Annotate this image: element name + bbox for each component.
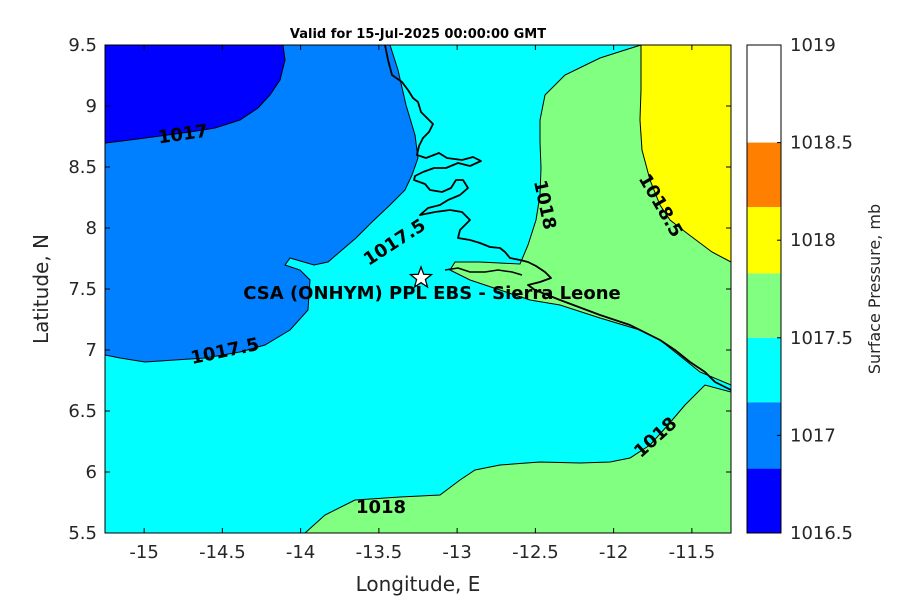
y-tick-label: 5.5	[68, 523, 97, 544]
plot-area	[104, 44, 732, 534]
y-tick-label: 9.5	[68, 35, 97, 56]
x-tick-label: -12	[599, 542, 628, 563]
coastline	[384, 44, 732, 391]
colorbar-tick-label: 1017	[790, 425, 836, 446]
x-tick-label: -15	[129, 542, 158, 563]
colorbar-swatch	[747, 402, 781, 469]
colorbar-tick-label: 1017.5	[790, 328, 853, 349]
colorbar-tick-label: 1018.5	[790, 133, 853, 154]
x-tick-label: -14.5	[199, 542, 246, 563]
colorbar: 1016.5 1017 1017.5 1018 1018.5 1019	[746, 35, 853, 544]
x-tick-label: -11.5	[669, 542, 716, 563]
x-tick-label: -12.5	[512, 542, 559, 563]
chart-title: Valid for 15-Jul-2025 00:00:00 GMT	[290, 27, 546, 42]
colorbar-swatch	[747, 468, 781, 533]
colorbar-swatch	[747, 142, 781, 208]
colorbar-tick-label: 1019	[790, 35, 836, 56]
colorbar-tick-label: 1018	[790, 230, 836, 251]
y-axis-label: Latitude, N	[29, 234, 53, 344]
colorbar-swatch	[747, 337, 781, 403]
pressure-band-1018-south	[303, 384, 732, 534]
colorbar-swatch	[747, 207, 781, 274]
y-tick-label: 9	[86, 96, 97, 117]
site-group: CSA (ONHYM) PPL EBS - Sierra Leone	[243, 265, 621, 304]
y-tick-label: 8.5	[68, 157, 97, 178]
x-tick-label: -13.5	[356, 542, 403, 563]
site-star-icon	[408, 265, 434, 289]
colorbar-label: Surface Pressure, mb	[865, 204, 884, 374]
y-tick-label: 8	[86, 218, 97, 239]
site-label: CSA (ONHYM) PPL EBS - Sierra Leone	[243, 283, 620, 304]
y-tick-label: 6.5	[68, 401, 97, 422]
y-tick-label: 7.5	[68, 279, 97, 300]
contour-label: 1018	[356, 497, 406, 518]
x-tick-label: -13	[442, 542, 471, 563]
y-tick-label: 7	[86, 340, 97, 361]
y-axis-ticks: 5.5 6 6.5 7 7.5 8 8.5 9 9.5	[68, 35, 731, 544]
x-tick-label: -14	[286, 542, 315, 563]
coastline-inlet	[444, 267, 523, 276]
colorbar-tick-label: 1016.5	[790, 523, 853, 544]
colorbar-frame	[746, 44, 782, 534]
x-axis-ticks: -15 -14.5 -14 -13.5 -13 -12.5 -12 -11.5	[129, 45, 715, 563]
y-tick-label: 6	[86, 462, 97, 483]
x-axis-label: Longitude, E	[356, 572, 481, 596]
colorbar-swatch	[747, 273, 781, 338]
pressure-band-1016.5	[104, 44, 286, 144]
